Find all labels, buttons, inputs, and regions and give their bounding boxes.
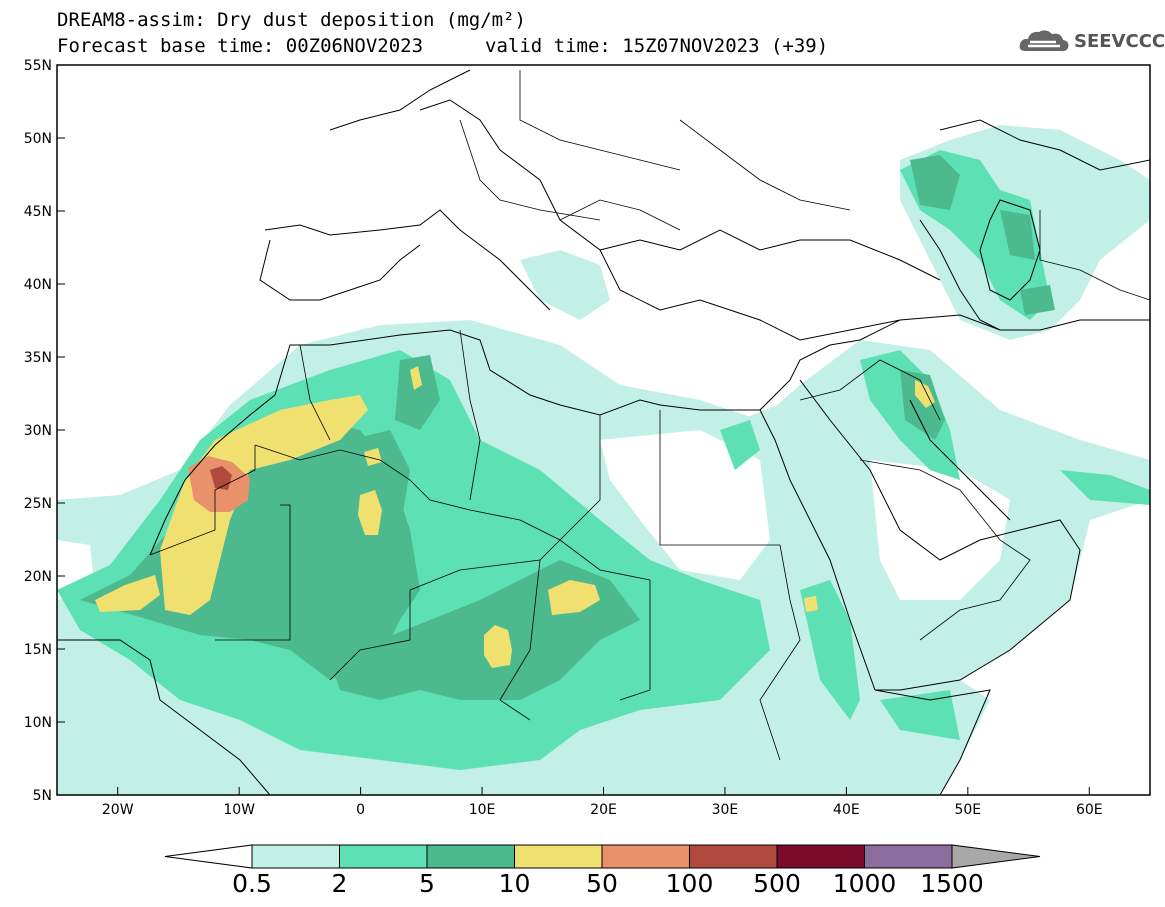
colorbar-swatch: [514, 844, 603, 869]
colorbar-label: 0.5: [232, 869, 272, 898]
colorbar-label: 500: [753, 869, 801, 898]
x-tick-label: 50E: [954, 802, 981, 818]
colorbar-swatch: [339, 844, 428, 869]
colorbar-above-arrow: [951, 844, 1041, 869]
colorbar-label: 1000: [833, 869, 897, 898]
map-title: DREAM8-assim: Dry dust deposition (mg/m²…: [57, 9, 526, 31]
y-tick-label: 15N: [24, 642, 52, 658]
x-tick-label: 20E: [590, 802, 617, 818]
dust-field: [57, 125, 1150, 795]
colorbar-swatch: [776, 844, 865, 869]
x-tick-label: 60E: [1076, 802, 1103, 818]
x-tick-label: 20W: [102, 802, 134, 818]
country-borders: [149, 70, 1150, 761]
y-tick-label: 45N: [24, 204, 52, 220]
cloud-logo-icon: [1019, 30, 1069, 52]
x-tick-label: 30E: [712, 802, 739, 818]
seevccc-logo: SEEVCCC: [1018, 27, 1165, 55]
colorbar-label: 5: [419, 869, 435, 898]
colorbar-label: 100: [666, 869, 714, 898]
x-tick-label: 10E: [469, 802, 496, 818]
y-tick-label: 5N: [33, 788, 52, 804]
colorbar-swatch: [251, 844, 340, 869]
y-tick-label: 40N: [24, 277, 52, 293]
x-axis: 20W 10W 0 10E 20E 30E 40E 50E 60E: [102, 787, 1103, 818]
y-tick-label: 30N: [24, 423, 52, 439]
colorbar-label: 2: [332, 869, 348, 898]
colorbar-swatch: [864, 844, 953, 869]
base-time: Forecast base time: 00Z06NOV2023: [57, 35, 424, 57]
colorbar-swatch: [689, 844, 778, 869]
y-axis: 55N 50N 45N 40N 35N 30N 25N 20N 15N 10N 5N: [24, 58, 65, 804]
colorbar-label: 10: [499, 869, 531, 898]
colorbar-below-arrow: [164, 844, 253, 869]
y-tick-label: 55N: [24, 58, 52, 74]
colorbar-label: 1500: [920, 869, 984, 898]
y-tick-label: 25N: [24, 496, 52, 512]
valid-time: valid time: 15Z07NOV2023 (+39): [485, 35, 829, 57]
y-tick-label: 10N: [24, 715, 52, 731]
logo-text: SEEVCCC: [1074, 30, 1165, 52]
colorbar-label: 50: [586, 869, 618, 898]
forecast-times: Forecast base time: 00Z06NOV2023 valid ti…: [57, 35, 828, 57]
x-tick-label: 10W: [223, 802, 255, 818]
y-tick-label: 20N: [24, 569, 52, 585]
y-tick-label: 35N: [24, 350, 52, 366]
dust-gaps: [57, 430, 1010, 600]
x-tick-label: 0: [356, 802, 365, 818]
colorbar-swatch: [426, 844, 515, 869]
colorbar-swatch: [601, 844, 690, 869]
x-tick-label: 40E: [833, 802, 860, 818]
colorbar: 0.5 2 5 10 50 100 500 1000 1500: [164, 844, 1041, 898]
y-tick-label: 50N: [24, 131, 52, 147]
dust-level-10: [95, 366, 935, 668]
